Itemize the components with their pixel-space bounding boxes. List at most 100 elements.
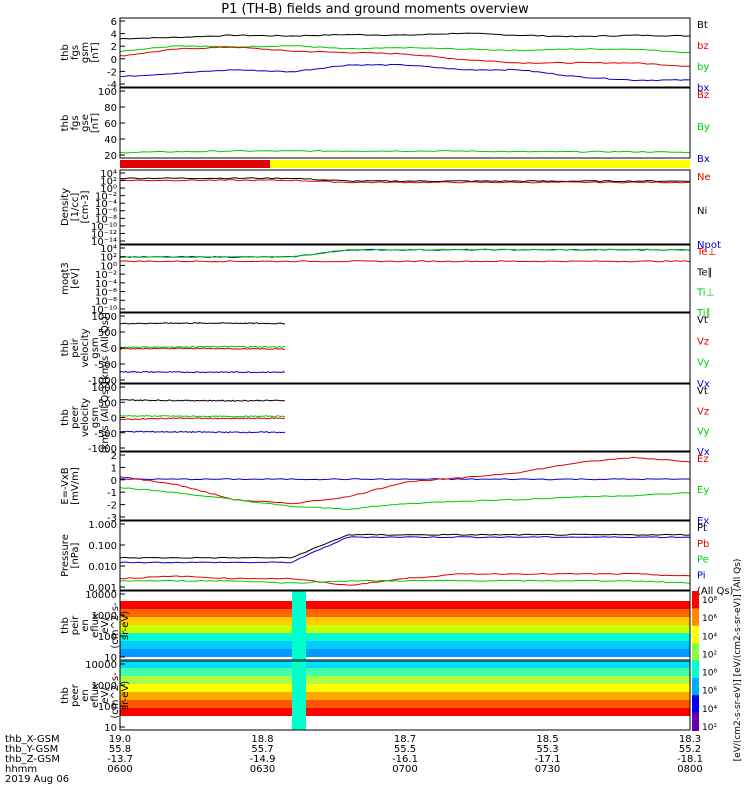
series-line (119, 260, 691, 263)
series-line (119, 370, 286, 374)
y-axis-label: [nT] (90, 42, 101, 62)
legend-entry: Vt (697, 315, 708, 326)
y-axis-label: E=-VxB (60, 467, 71, 504)
y-tick-label: 60 (104, 119, 117, 130)
colorbar-tick: 10⁸ (702, 596, 717, 606)
legend-entry: Pe (697, 555, 709, 566)
x-row-value: 55.8 (109, 744, 131, 755)
y-axis-label: (cm^2-s- (110, 672, 121, 719)
y-tick-label: 10⁴ (100, 169, 117, 180)
y-tick-label: 10⁻⁸ (95, 214, 117, 225)
y-tick-label: 80 (104, 103, 117, 114)
y-tick-label: 10⁻⁶ (95, 288, 117, 299)
x-row-value: -18.1 (677, 754, 703, 765)
spectrogram-band (120, 708, 690, 716)
y-tick-label: 10⁰ (100, 184, 117, 195)
y-tick-label: 1 (111, 463, 117, 474)
legend-entry: Vt (697, 386, 708, 397)
colorbar-segment (692, 591, 699, 610)
y-tick-label: 40 (104, 135, 117, 146)
y-axis-label: fgs (70, 115, 81, 130)
legend-entry: Pi (697, 570, 706, 581)
series-line (119, 456, 691, 505)
legend-entry: Vz (697, 406, 709, 417)
colorbar-segment (692, 695, 699, 714)
date-label: 2019 Aug 06 (5, 774, 69, 785)
series-line (119, 417, 286, 421)
y-axis-label: gse (80, 114, 91, 132)
spectrogram-gap (292, 591, 306, 660)
y-axis-label: gsm (90, 407, 101, 428)
spectrogram-band (120, 668, 690, 676)
y-axis-label: eflux (90, 683, 101, 708)
x-row-value: 0630 (250, 764, 275, 775)
x-row-value: 19.0 (109, 734, 131, 745)
panel-frame (119, 87, 691, 159)
series-line (119, 347, 286, 351)
legend-entry: (All Qs) (697, 586, 734, 597)
y-tick-label: 10000 (85, 660, 117, 671)
colorbar-segment (692, 677, 699, 697)
x-row-name: hhmm (5, 764, 37, 775)
legend-entry: Ez (697, 454, 709, 465)
y-tick-label: 10000 (85, 590, 117, 601)
y-tick-label: 500 (98, 328, 117, 339)
y-axis-label: [1/cc] (70, 193, 81, 222)
y-axis-label: en (80, 689, 91, 702)
y-tick-label: 0.001 (88, 583, 117, 594)
spectrogram-band (120, 609, 690, 617)
series-line (119, 32, 691, 40)
y-tick-label: 2 (111, 451, 117, 462)
y-axis-label: [cm-3] (80, 190, 91, 223)
legend-entry: Npot (697, 240, 721, 251)
legend-entry: Ti∥ (696, 308, 711, 319)
y-axis-label: Density (60, 188, 71, 226)
y-tick-label: 10² (100, 177, 117, 188)
legend-entry: Ni (697, 206, 707, 217)
y-tick-label: 500 (98, 398, 117, 409)
y-tick-label: 10 (104, 723, 117, 734)
y-tick-label: 10⁴ (100, 244, 117, 255)
y-tick-label: 100 (98, 632, 117, 643)
x-row-value: -14.9 (250, 754, 276, 765)
y-tick-label: -4 (107, 80, 117, 91)
y-tick-label: 20 (104, 151, 117, 162)
y-tick-label: 1.000 (88, 520, 117, 531)
colorbar-tick: 10² (702, 650, 717, 660)
y-tick-label: 0 (111, 55, 117, 66)
series-line (119, 179, 691, 184)
y-tick-label: -2 (107, 67, 117, 78)
y-tick-label: -1000 (88, 444, 117, 455)
x-row-value: 18.3 (679, 734, 701, 745)
colorbar-tick: 10⁸ (702, 669, 717, 679)
series-line (119, 46, 690, 67)
legend-entry: Vz (697, 336, 709, 347)
colorbar-segment (692, 625, 699, 645)
y-axis-label: thb (60, 115, 71, 132)
series-line (119, 248, 691, 259)
y-axis-label: gsm (90, 337, 101, 358)
x-row-value: 55.7 (251, 744, 273, 755)
series-line (119, 533, 691, 559)
spectrogram-band (120, 684, 690, 692)
y-axis-label: en (80, 619, 91, 632)
panel-frame (119, 660, 691, 731)
legend-entry: Ex (697, 516, 709, 527)
colorbar-segment (692, 712, 699, 731)
panel-frame (119, 383, 691, 452)
spectrogram-band (120, 692, 690, 700)
y-axis-label: eV/ (100, 617, 111, 634)
status-bar-red (120, 160, 270, 168)
x-row-value: 0600 (107, 764, 132, 775)
spectrogram-band (120, 641, 690, 649)
y-axis-label: peer (70, 683, 81, 707)
series-line (120, 345, 286, 349)
y-tick-label: 10⁻¹⁴ (91, 237, 117, 248)
colorbar-tick: 10⁴ (702, 705, 717, 715)
y-axis-label: gsm (80, 42, 91, 63)
y-tick-label: 100 (98, 87, 117, 98)
y-axis-label: eV/ (100, 687, 111, 704)
y-tick-label: 0.010 (88, 562, 117, 573)
y-tick-label: 4 (111, 30, 117, 41)
